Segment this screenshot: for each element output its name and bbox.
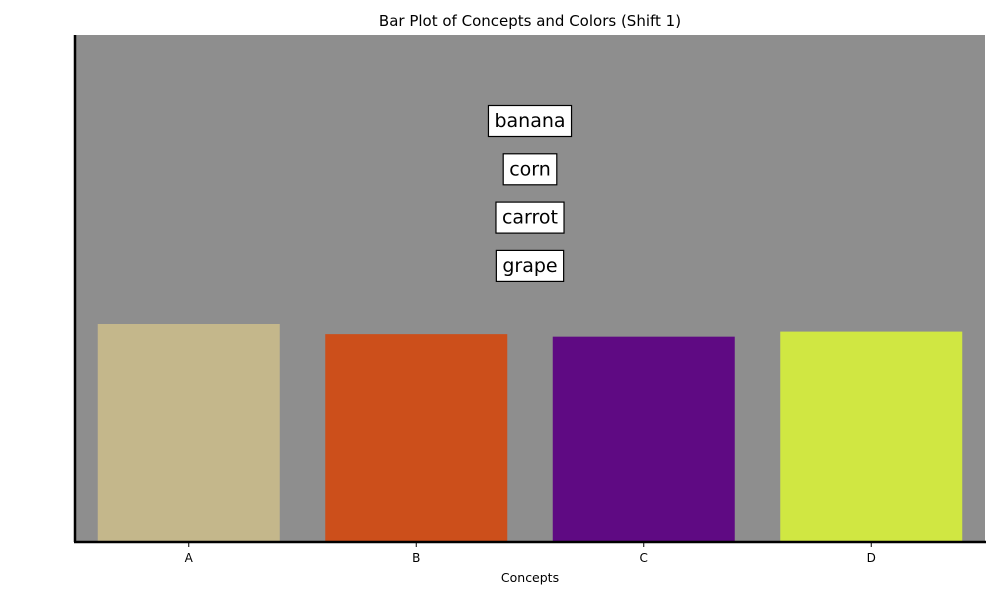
chart-title: Bar Plot of Concepts and Colors (Shift 1… xyxy=(379,12,681,30)
annotation-text: corn xyxy=(509,158,551,180)
annotation-box xyxy=(487,104,573,138)
annotation-grape: grape xyxy=(495,249,565,282)
x-ticks-group: A B C D xyxy=(185,542,876,565)
x-tick-label: D xyxy=(867,551,876,565)
bars-group xyxy=(97,323,963,542)
annotations-group: banana corn carrot grape xyxy=(487,104,573,282)
annotation-box xyxy=(495,249,565,282)
annotation-text: carrot xyxy=(502,207,558,229)
annotation-text: banana xyxy=(494,110,565,132)
bar-d xyxy=(780,331,963,542)
annotation-box xyxy=(502,153,558,186)
x-tick-label: B xyxy=(412,551,420,565)
annotation-corn: corn xyxy=(502,153,558,186)
bar-a xyxy=(97,323,280,542)
x-tick-label: C xyxy=(640,551,648,565)
annotation-banana: banana xyxy=(487,104,573,138)
annotation-carrot: carrot xyxy=(495,201,565,234)
x-axis-label: Concepts xyxy=(501,570,559,585)
annotation-text: grape xyxy=(502,255,557,277)
bar-c xyxy=(552,336,735,542)
x-tick-label: A xyxy=(185,551,194,565)
annotation-box xyxy=(495,201,565,234)
bar-b xyxy=(325,334,508,542)
